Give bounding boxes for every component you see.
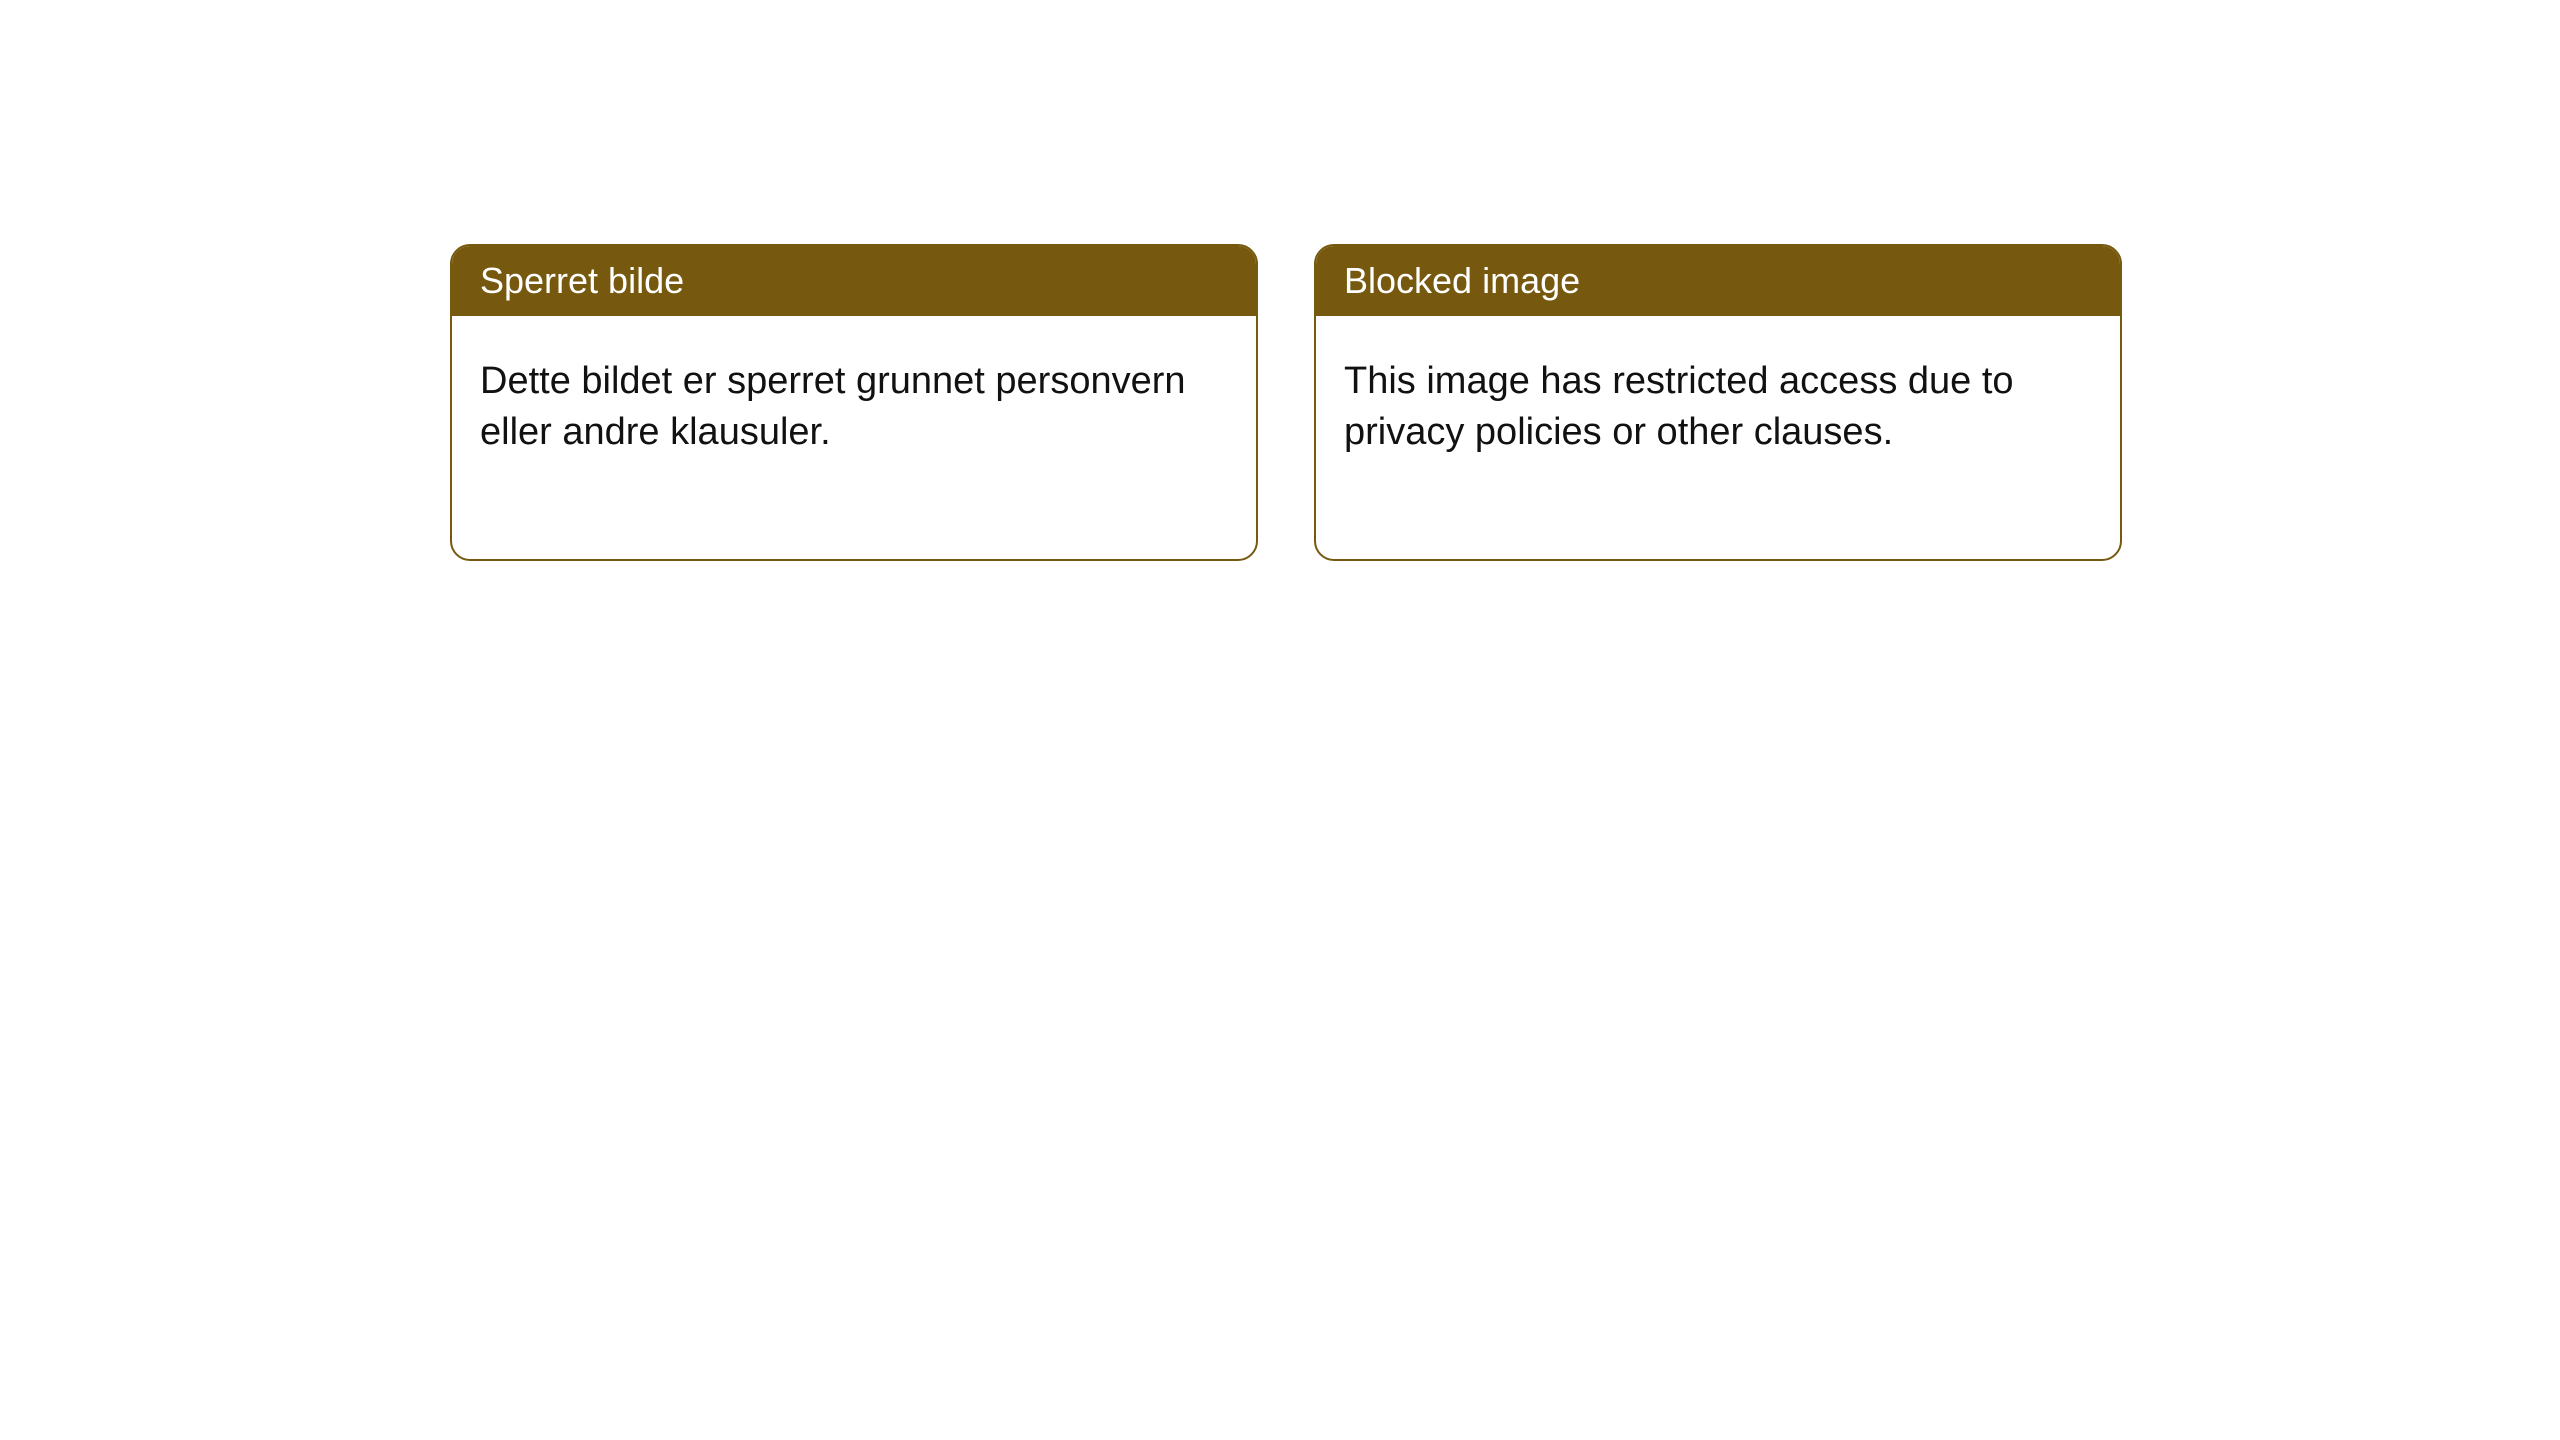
card-body-text: This image has restricted access due to … — [1344, 360, 2014, 453]
notice-card-norwegian: Sperret bilde Dette bildet er sperret gr… — [450, 244, 1258, 561]
card-body: Dette bildet er sperret grunnet personve… — [452, 316, 1256, 559]
card-title: Sperret bilde — [480, 260, 684, 301]
notice-card-english: Blocked image This image has restricted … — [1314, 244, 2122, 561]
card-header: Sperret bilde — [452, 246, 1256, 316]
card-header: Blocked image — [1316, 246, 2120, 316]
card-body: This image has restricted access due to … — [1316, 316, 2120, 559]
notice-container: Sperret bilde Dette bildet er sperret gr… — [0, 0, 2560, 561]
card-title: Blocked image — [1344, 260, 1580, 301]
card-body-text: Dette bildet er sperret grunnet personve… — [480, 360, 1186, 453]
